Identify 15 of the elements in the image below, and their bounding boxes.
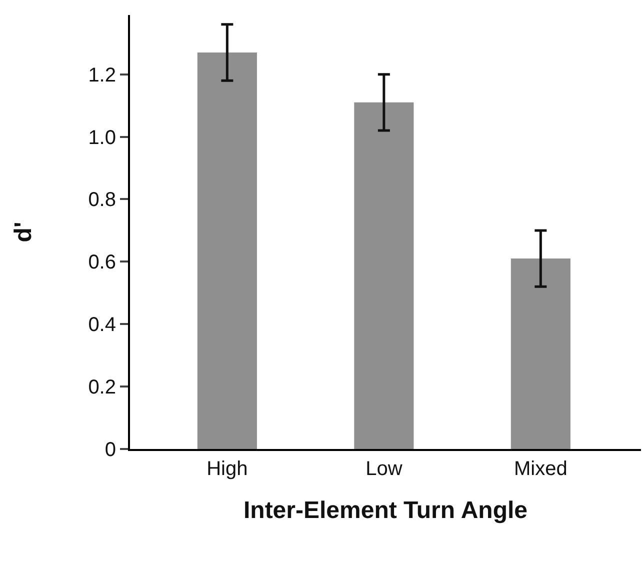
y-tick-label: 0.6 xyxy=(88,252,116,274)
x-tick-label: High xyxy=(206,458,248,480)
y-tick-label: 1.2 xyxy=(88,64,116,86)
x-tick-label: Mixed xyxy=(514,458,568,480)
bar xyxy=(354,102,414,449)
y-tick-label: 1.0 xyxy=(88,126,116,149)
y-tick-label: 0.8 xyxy=(88,189,116,212)
x-tick-label: Low xyxy=(366,458,403,480)
y-tick-label: 0.4 xyxy=(88,314,116,336)
x-axis-title: Inter-Element Turn Angle xyxy=(243,496,528,524)
y-tick-label: 0.2 xyxy=(88,376,116,399)
y-axis-title: d' xyxy=(10,222,37,242)
y-tick-label: 0 xyxy=(104,439,116,461)
bar xyxy=(510,258,570,449)
bar xyxy=(197,52,257,449)
